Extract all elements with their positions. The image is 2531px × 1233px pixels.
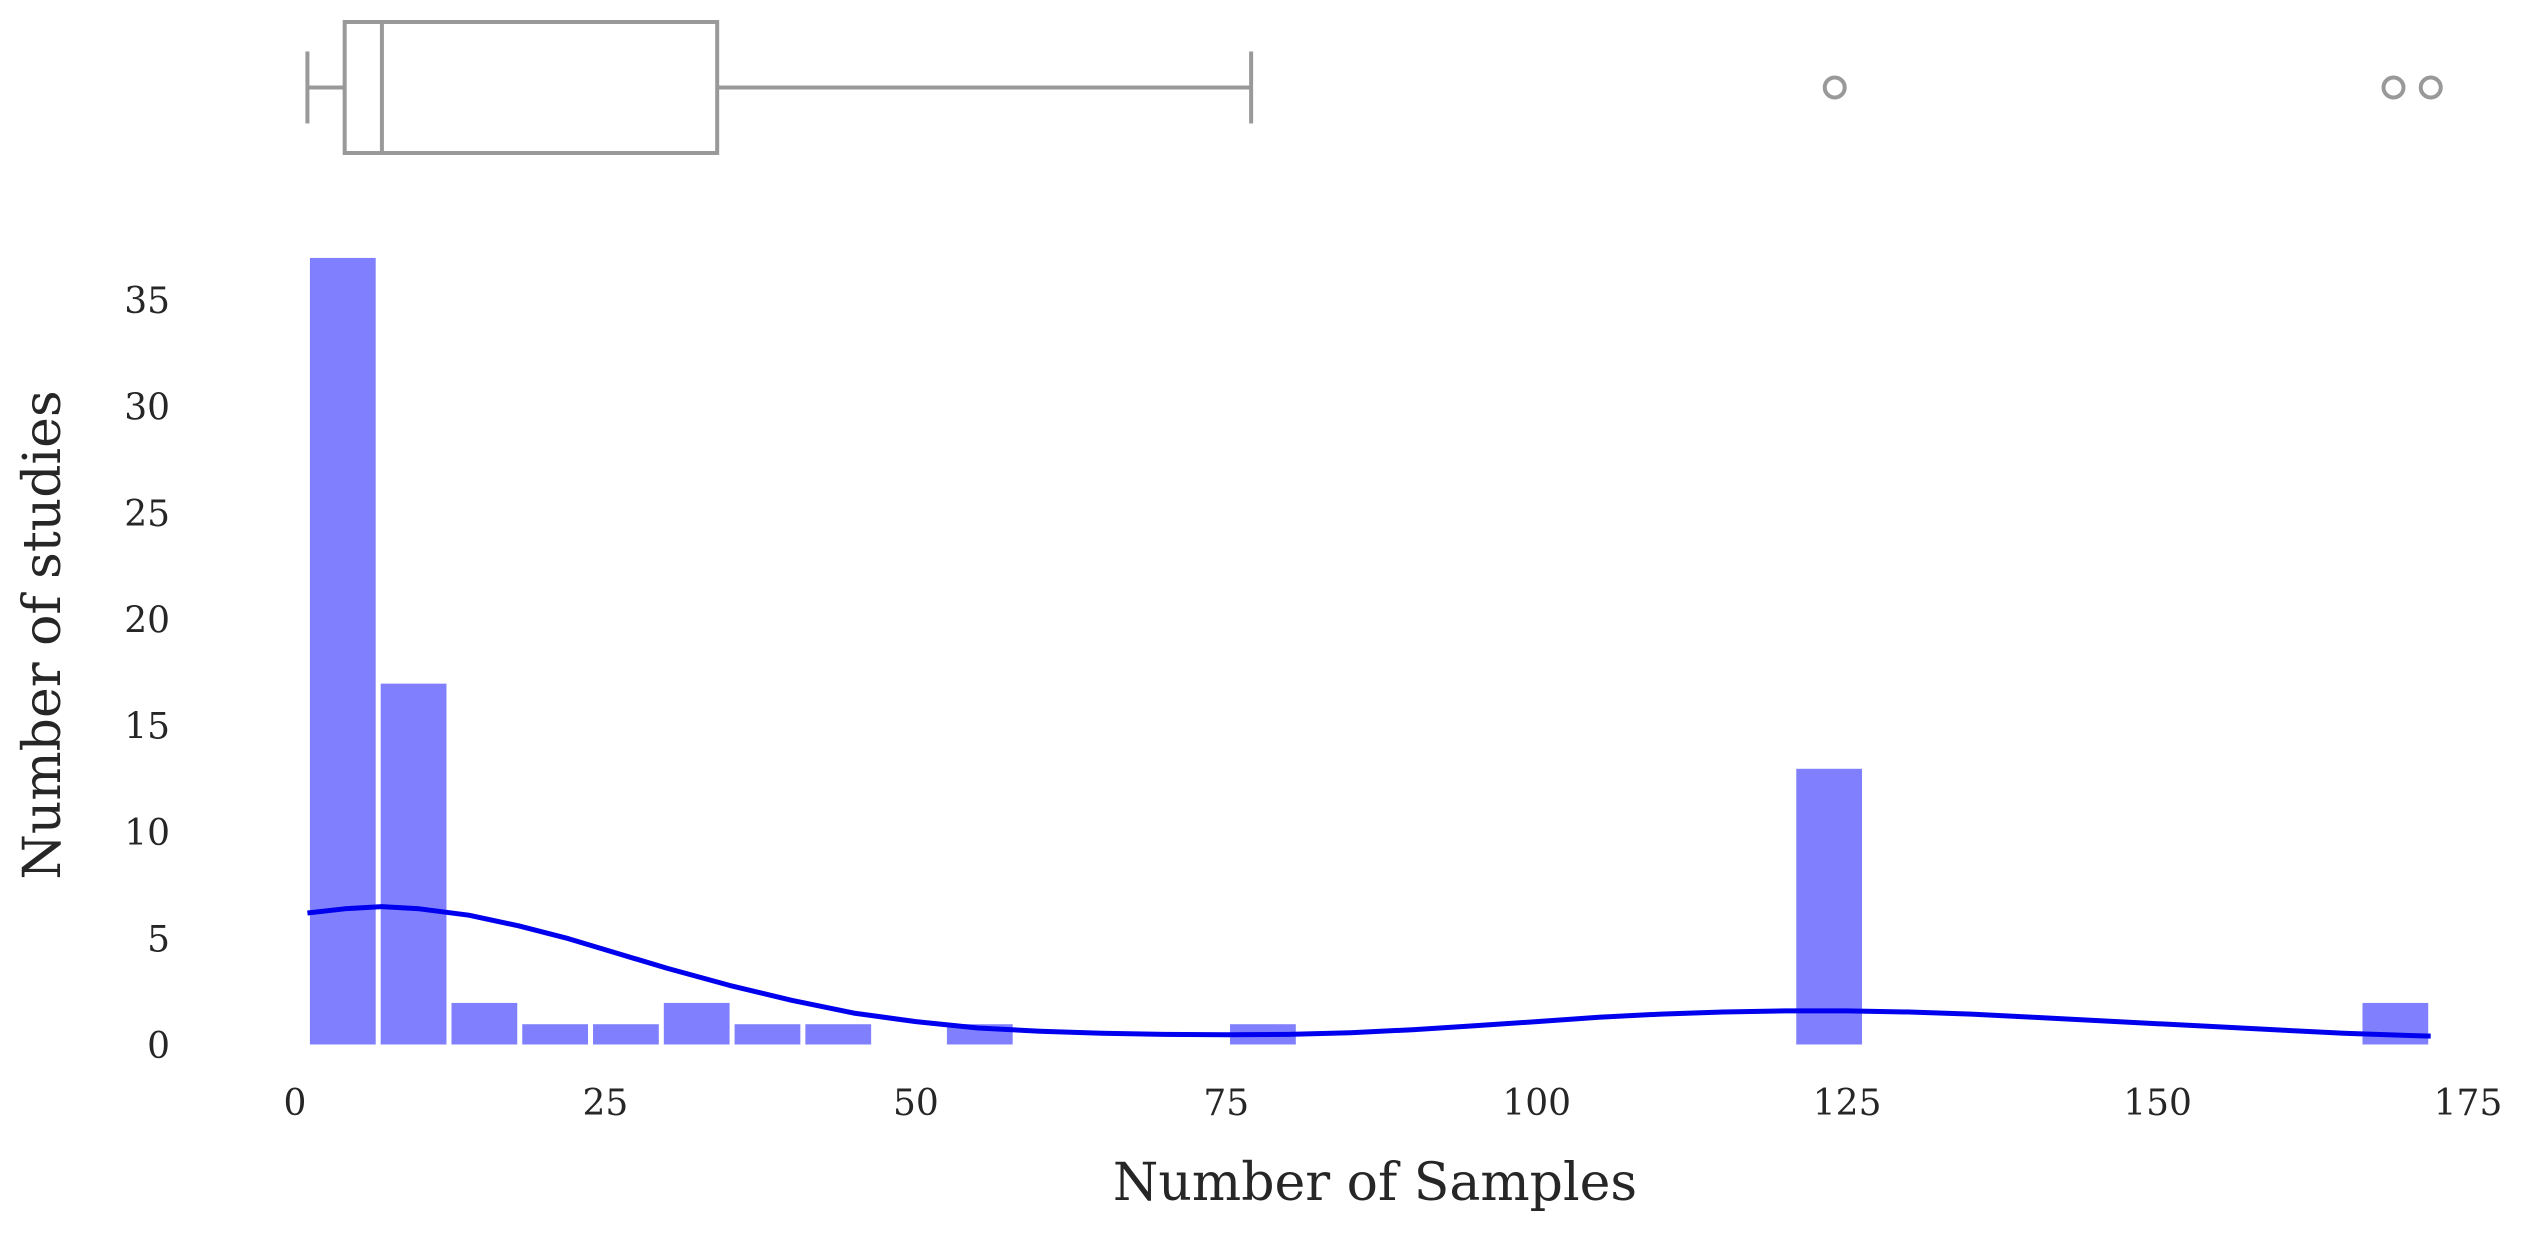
histogram-bar-11 — [2361, 1001, 2430, 1046]
x-tick-label-125: 125 — [1813, 1083, 1882, 1124]
x-tick-label-150: 150 — [2123, 1083, 2192, 1124]
x-tick-label-50: 50 — [893, 1083, 939, 1124]
box-iqr-rect — [342, 20, 720, 155]
x-tick-label-0: 0 — [284, 1083, 307, 1124]
histogram-bar-4 — [592, 1023, 660, 1046]
histogram-bar-3 — [521, 1023, 590, 1046]
x-axis-ticks: 0 25 50 75 100 125 150 175 — [284, 1083, 2503, 1124]
y-axis-ticks: 0 5 10 15 20 25 30 35 — [124, 281, 170, 1067]
histogram-bar-1 — [379, 682, 448, 1046]
y-tick-label-10: 10 — [124, 813, 170, 854]
box-outlier-0 — [1822, 75, 1847, 100]
y-tick-label-20: 20 — [124, 600, 170, 641]
y-tick-label-30: 30 — [124, 387, 170, 428]
box-outlier-2 — [2418, 75, 2443, 100]
y-tick-label-5: 5 — [147, 920, 170, 961]
box-outlier-1 — [2381, 75, 2406, 100]
boxplot-panel — [305, 20, 2443, 155]
histogram-bar-6 — [733, 1023, 802, 1046]
y-tick-label-15: 15 — [124, 707, 170, 748]
kde-curve-group — [307, 904, 2431, 1039]
y-tick-label-35: 35 — [124, 281, 170, 322]
x-tick-label-25: 25 — [583, 1083, 629, 1124]
y-tick-label-25: 25 — [124, 494, 170, 535]
histogram-bar-7 — [804, 1023, 873, 1046]
histogram-bar-2 — [450, 1001, 519, 1046]
histogram-bars — [308, 256, 2430, 1046]
histogram-bar-0 — [308, 256, 377, 1046]
x-axis-label: Number of Samples — [1113, 1153, 1637, 1213]
histogram-bar-5 — [662, 1001, 731, 1046]
x-tick-label-100: 100 — [1502, 1083, 1571, 1124]
x-tick-label-75: 75 — [1203, 1083, 1249, 1124]
y-tick-label-0: 0 — [147, 1026, 170, 1067]
histogram-bar-10 — [1795, 767, 1864, 1046]
y-axis-label: Number of studies — [13, 390, 73, 879]
kde-curve — [307, 904, 2431, 1039]
x-tick-label-175: 175 — [2434, 1083, 2503, 1124]
